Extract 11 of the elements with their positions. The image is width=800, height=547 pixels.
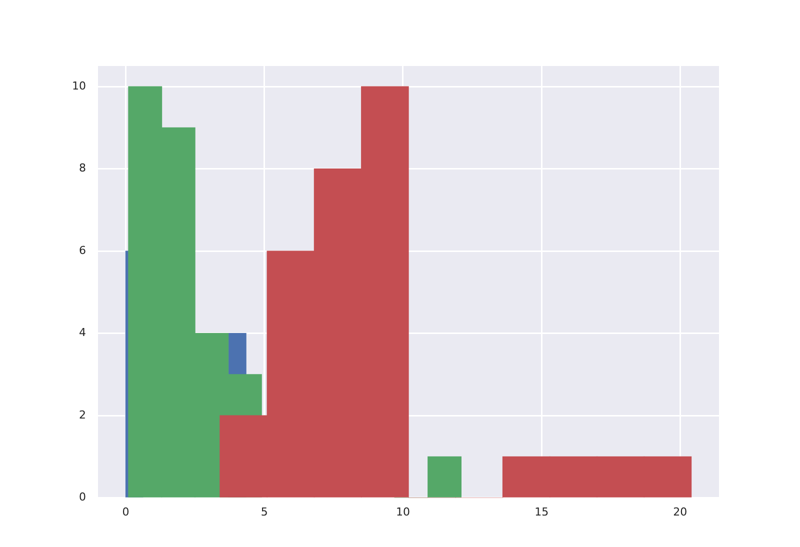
x-tick-label: 10 [396,505,410,518]
y-tick-label: 4 [78,326,86,340]
y-tick-label: 2 [78,408,86,422]
x-tick-label: 20 [673,505,688,518]
y-tick-label: 10 [72,79,86,92]
y-tick-label: 0 [78,490,86,504]
x-tick-label: 0 [122,505,130,518]
y-tick-label: 6 [78,244,86,257]
y-tick-label: 8 [78,162,86,175]
x-tick-label: 5 [260,505,268,518]
x-tick-label: 15 [534,505,549,518]
